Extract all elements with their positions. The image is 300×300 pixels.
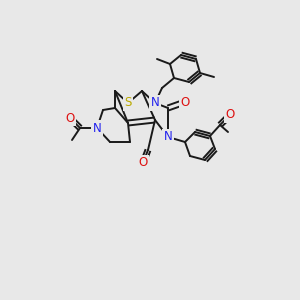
Text: O: O: [138, 157, 148, 169]
Text: N: N: [93, 122, 101, 134]
Text: N: N: [151, 97, 159, 110]
Text: O: O: [180, 95, 190, 109]
Text: N: N: [164, 130, 172, 143]
Text: S: S: [124, 97, 132, 110]
Text: O: O: [65, 112, 75, 124]
Text: O: O: [225, 109, 235, 122]
